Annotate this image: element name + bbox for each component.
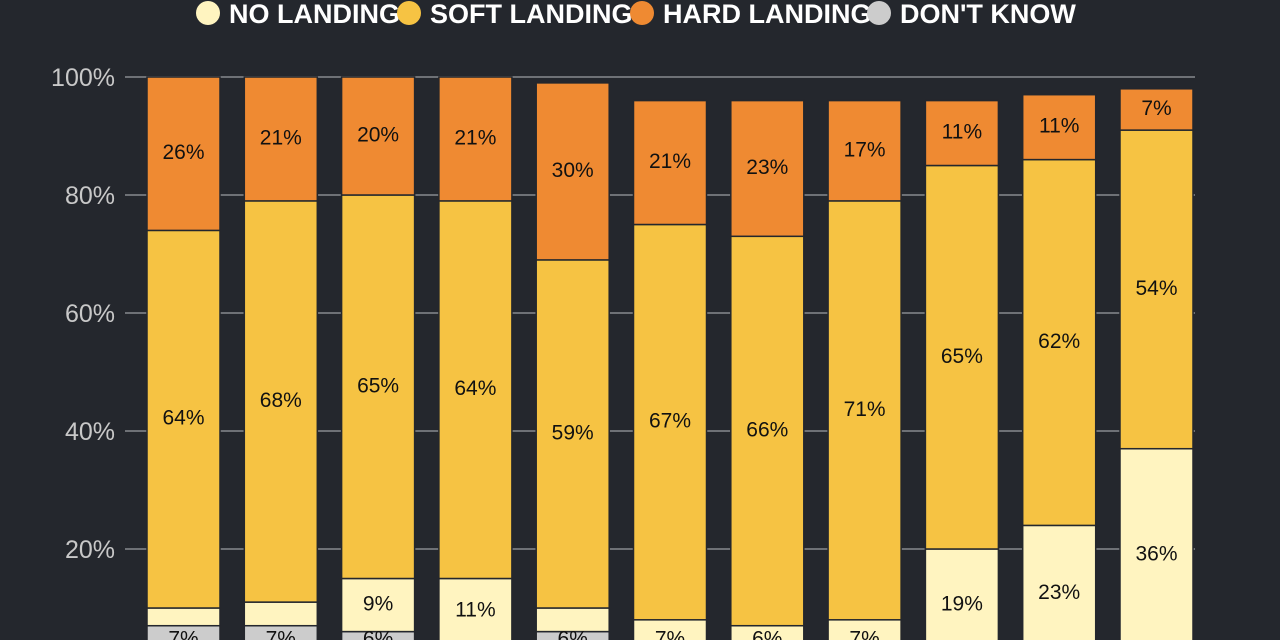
bar-segment-hard_landing — [535, 82, 610, 261]
bar-labels: 7% 64% 26% 7% 68% 21% 6% 9% 65% 20% 11% 64% 21% 6% 59%… — [162, 97, 1177, 640]
bar-segment-soft_landing — [438, 200, 513, 580]
data-label: 54% — [1135, 277, 1177, 300]
bar-segment-hard_landing — [730, 99, 805, 238]
y-axis: 20% 40% 60% 80% 100% — [51, 64, 115, 564]
data-label: 65% — [357, 374, 399, 397]
data-label: 7% — [849, 628, 879, 640]
bar-segment-hard_landing — [438, 76, 513, 202]
bar-segment-hard_landing — [827, 99, 902, 202]
legend-swatch-no_landing — [196, 1, 220, 25]
data-label: 23% — [1038, 581, 1080, 604]
legend: NO LANDING SOFT LANDING HARD LANDING DON'T … — [196, 0, 1076, 29]
legend-swatch-dont_know — [867, 1, 891, 25]
data-label: 11% — [455, 598, 495, 621]
data-label: 11% — [1039, 115, 1079, 138]
bar-segment-soft_landing — [340, 194, 416, 580]
data-label: 7% — [168, 628, 198, 640]
data-label: 6% — [558, 628, 588, 640]
data-label: 21% — [649, 150, 691, 173]
data-label: 7% — [1141, 97, 1171, 120]
data-label: 65% — [941, 345, 983, 368]
data-label: 62% — [1038, 330, 1080, 353]
data-label: 67% — [649, 410, 691, 433]
bars — [146, 76, 1194, 640]
legend-swatch-soft_landing — [397, 1, 421, 25]
legend-label-hard_landing: HARD LANDING — [663, 0, 872, 29]
data-label: 71% — [844, 398, 886, 421]
bar-segment-soft_landing — [924, 164, 1000, 550]
data-label: 26% — [162, 141, 204, 164]
data-label: 6% — [363, 628, 393, 640]
data-label: 9% — [363, 593, 393, 616]
y-tick-label: 40% — [65, 418, 115, 446]
legend-label-no_landing: NO LANDING — [229, 0, 400, 29]
data-label: 64% — [162, 407, 204, 430]
legend-label-soft_landing: SOFT LANDING — [430, 0, 633, 29]
bar-segment-no_landing — [340, 577, 416, 633]
data-label: 20% — [357, 124, 399, 147]
data-label: 21% — [454, 126, 496, 149]
legend-swatch-hard_landing — [630, 1, 654, 25]
data-label: 6% — [752, 628, 782, 640]
data-label: 30% — [552, 159, 594, 182]
y-tick-label: 100% — [51, 64, 115, 92]
bar-segment-no_landing — [146, 607, 221, 627]
data-label: 19% — [941, 593, 983, 616]
bar-segment-hard_landing — [340, 76, 416, 196]
data-label: 21% — [260, 126, 302, 149]
bar-segment-soft_landing — [1119, 129, 1194, 450]
y-tick-label: 20% — [65, 536, 115, 564]
bar-segment-hard_landing — [1021, 93, 1097, 161]
data-label: 7% — [655, 628, 685, 640]
bar-segment-no_landing — [438, 577, 513, 640]
data-label: 36% — [1135, 542, 1177, 565]
data-label: 59% — [552, 421, 594, 444]
bar-segment-hard_landing — [632, 99, 708, 226]
data-label: 23% — [746, 156, 788, 179]
bar-segment-hard_landing — [924, 99, 1000, 167]
y-tick-label: 80% — [65, 182, 115, 210]
legend-label-dont_know: DON'T KNOW — [900, 0, 1076, 29]
bar-segment-soft_landing — [243, 200, 319, 603]
bar-segment-soft_landing — [535, 259, 610, 609]
bar-segment-hard_landing — [146, 76, 221, 232]
data-label: 66% — [746, 419, 788, 442]
y-tick-label: 60% — [65, 300, 115, 328]
bar-segment-no_landing — [924, 548, 1000, 640]
data-label: 17% — [844, 138, 886, 161]
bar-segment-no_landing — [243, 601, 319, 627]
bar-segment-hard_landing — [1119, 88, 1194, 131]
data-label: 68% — [260, 389, 302, 412]
bar-segment-soft_landing — [827, 200, 902, 621]
data-label: 64% — [454, 377, 496, 400]
data-label: 7% — [266, 628, 296, 640]
bar-segment-no_landing — [1119, 447, 1194, 640]
data-label: 11% — [942, 121, 982, 144]
bar-segment-hard_landing — [243, 76, 319, 202]
